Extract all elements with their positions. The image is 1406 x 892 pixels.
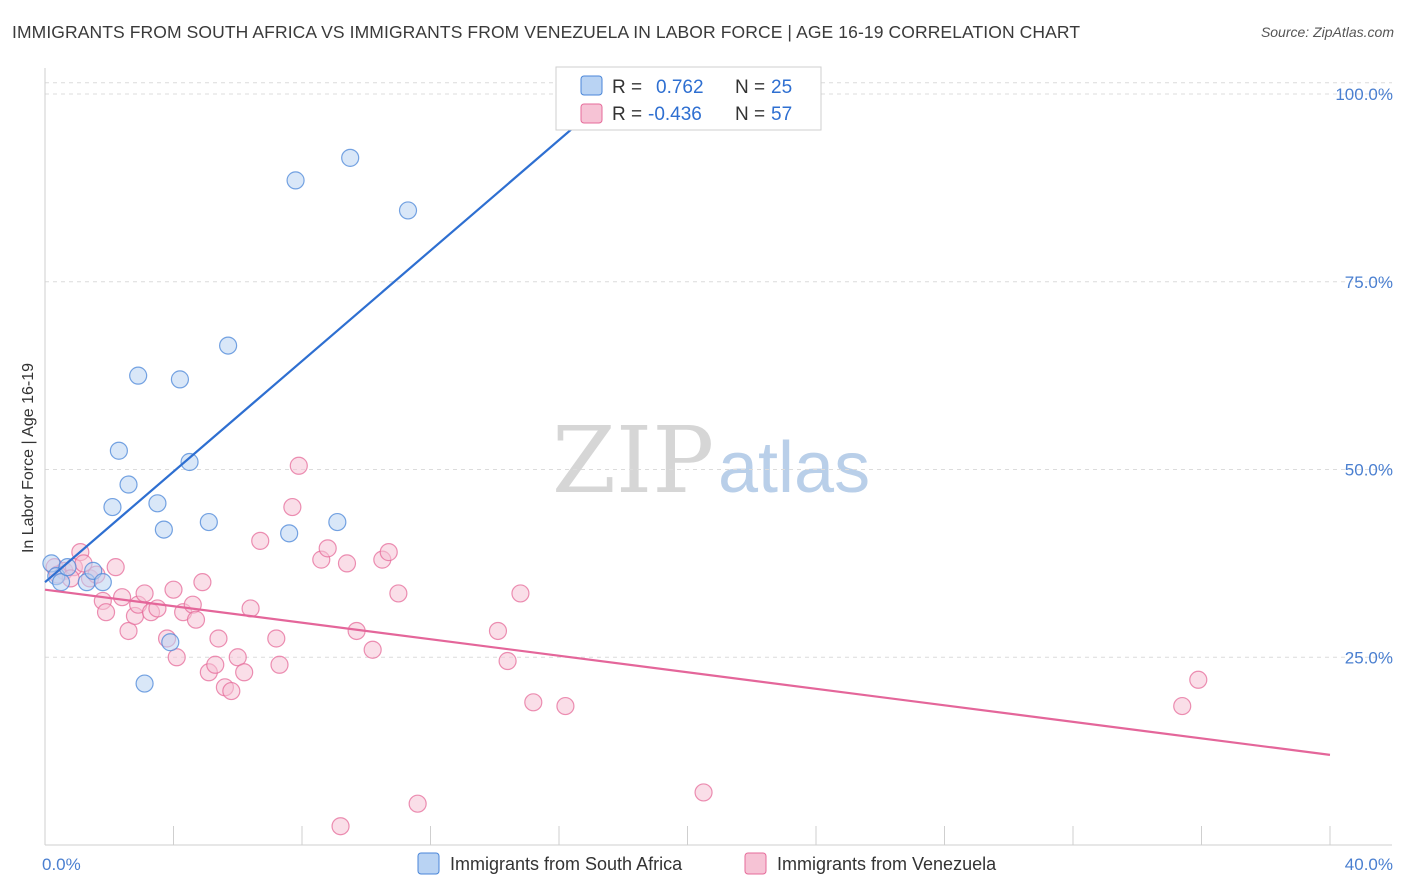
legend-label-south-africa: Immigrants from South Africa [450, 854, 683, 874]
point-south-africa [161, 633, 180, 652]
stats-r-label-south-africa: R = [612, 77, 642, 98]
y-tick-label: 25.0% [1345, 648, 1393, 667]
stats-swatch-south-africa [580, 75, 603, 96]
stats-r-value-south-africa: 0.762 [656, 77, 704, 98]
legend-label-venezuela: Immigrants from Venezuela [777, 854, 997, 874]
watermark-zip: ZIP [552, 407, 714, 514]
point-venezuela [331, 817, 350, 836]
point-venezuela [251, 531, 270, 550]
source-credit: Source: ZipAtlas.com [1260, 24, 1394, 40]
point-south-africa [341, 148, 360, 167]
point-venezuela [193, 573, 212, 592]
watermark-atlas: atlas [718, 428, 870, 508]
point-venezuela [235, 663, 254, 682]
stats-swatch-venezuela [580, 103, 603, 124]
point-venezuela [498, 651, 517, 671]
point-venezuela [186, 610, 206, 629]
point-venezuela [1189, 670, 1208, 689]
point-venezuela [389, 584, 408, 603]
point-south-africa [129, 366, 148, 385]
legend-swatch-venezuela [744, 852, 767, 875]
axes [44, 68, 1392, 846]
point-south-africa [199, 512, 218, 532]
point-south-africa [119, 475, 138, 494]
point-venezuela [379, 543, 398, 562]
point-venezuela [1173, 696, 1192, 716]
y-tick-label: 100.0% [1335, 85, 1393, 104]
point-venezuela [183, 595, 202, 614]
point-venezuela [694, 783, 713, 802]
point-venezuela [164, 580, 183, 599]
point-venezuela [270, 655, 289, 674]
stats-r-value-venezuela: -0.436 [648, 104, 702, 125]
point-venezuela [222, 681, 241, 701]
point-venezuela [206, 655, 225, 674]
point-venezuela [167, 648, 186, 667]
point-south-africa [286, 171, 305, 190]
stats-n-label-south-africa: N = [735, 77, 765, 98]
stats-n-label-venezuela: N = [735, 104, 765, 125]
point-south-africa [135, 674, 154, 693]
point-venezuela [106, 558, 125, 577]
point-venezuela [488, 621, 508, 641]
point-venezuela [112, 588, 132, 607]
y-tick-label: 75.0% [1345, 273, 1393, 292]
point-south-africa [148, 494, 167, 513]
series-legend: Immigrants from South Africa Immigrants … [417, 852, 997, 875]
stats-n-value-south-africa: 25 [771, 77, 792, 98]
stats-n-value-venezuela: 57 [771, 104, 792, 125]
point-south-africa [280, 524, 299, 543]
y-tick-label: 50.0% [1345, 461, 1393, 480]
point-south-africa [93, 573, 112, 592]
point-venezuela [408, 794, 427, 813]
x-tick-label: 40.0% [1345, 855, 1393, 874]
gridlines [45, 82, 1392, 658]
point-south-africa [219, 336, 238, 355]
point-venezuela [318, 539, 337, 558]
x-tick-label: 0.0% [42, 855, 81, 874]
legend-swatch-south-africa [417, 852, 440, 875]
point-south-africa [170, 370, 190, 389]
point-south-africa [328, 512, 347, 532]
data-points [42, 84, 1208, 836]
point-south-africa [109, 441, 128, 460]
point-venezuela [209, 629, 228, 648]
point-venezuela [337, 554, 357, 573]
point-south-africa [180, 452, 199, 472]
point-venezuela [289, 456, 308, 475]
point-venezuela [135, 584, 154, 603]
point-venezuela [119, 621, 138, 641]
tick-labels: 25.0% 50.0% 75.0% 100.0% 0.0% 40.0% [42, 85, 1393, 874]
stats-r-label-venezuela: R = [612, 104, 642, 125]
point-venezuela [267, 629, 286, 648]
point-venezuela [283, 497, 302, 517]
chart-title: IMMIGRANTS FROM SOUTH AFRICA VS IMMIGRAN… [12, 22, 1081, 42]
point-venezuela [228, 648, 247, 667]
point-venezuela [556, 696, 575, 716]
trendline-venezuela [44, 588, 1331, 756]
point-south-africa [154, 520, 173, 539]
point-venezuela [363, 640, 382, 659]
point-south-africa [103, 497, 122, 517]
point-venezuela [511, 584, 530, 603]
point-venezuela [96, 603, 116, 622]
y-axis-label: In Labor Force | Age 16-19 [20, 363, 37, 553]
trendlines [44, 89, 1331, 756]
point-south-africa [398, 201, 418, 220]
trendline-south-africa [44, 89, 618, 583]
stats-legend: R = 0.762 N = 25 R = -0.436 N = 57 [555, 66, 822, 131]
point-south-africa [58, 558, 77, 577]
point-venezuela [524, 693, 543, 712]
